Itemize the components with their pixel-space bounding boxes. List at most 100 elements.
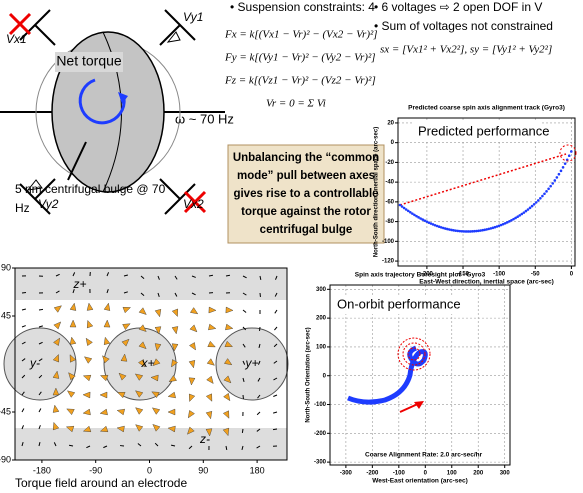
track-dot	[560, 170, 563, 173]
x-tick-label: -180	[33, 465, 51, 475]
field-arrow	[273, 429, 277, 430]
x-tick-label: 100	[447, 471, 458, 477]
field-arrow	[67, 409, 75, 415]
equation: Fx = k[(Vx1 − Vr)² − (Vx2 − Vr)²]	[224, 29, 378, 41]
field-arrow	[189, 378, 195, 385]
y-tick-label: -300	[314, 460, 327, 466]
field-arrow	[100, 392, 107, 398]
track-dot	[547, 188, 550, 191]
y-axis-label: North-South Orientation (arc-sec)	[306, 327, 312, 422]
y-tick-label: -60	[385, 199, 394, 205]
field-arrow	[168, 409, 175, 415]
x-tick-label: 0	[424, 471, 428, 477]
callout-line: Unbalancing the “common	[233, 152, 379, 164]
bulge-label: Hz	[15, 201, 30, 215]
electrode-label: Vx2	[183, 197, 204, 211]
field-arrow	[118, 392, 126, 398]
field-arrow	[87, 320, 93, 328]
voltage-bullet: • 6 voltages ⇨ 2 open DOF in V	[374, 0, 542, 14]
callout-line: gives rise to a controllable	[233, 188, 378, 200]
field-arrow	[53, 405, 59, 412]
field-arrow	[117, 409, 125, 415]
region-label: y-	[29, 356, 40, 370]
field-arrow	[273, 395, 277, 397]
field-arrow	[136, 408, 143, 415]
field-arrow	[208, 324, 215, 330]
x-tick-label: -90	[89, 465, 102, 475]
field-arrow	[243, 310, 246, 313]
field-arrow	[84, 357, 91, 364]
y-tick-label: -40	[385, 180, 394, 186]
field-arrow	[275, 310, 277, 313]
y-tick-label: -20	[385, 160, 394, 166]
track-dot	[562, 166, 565, 169]
field-arrow	[225, 324, 232, 330]
electrode-region	[104, 328, 176, 400]
region-label: z-	[199, 432, 210, 446]
plot-title: Predicted coarse spin axis alignment tra…	[408, 105, 565, 112]
field-arrow	[152, 408, 159, 415]
bulge-label: 5 nm centrifugal bulge @ 70	[15, 182, 166, 196]
y-tick-label: -100	[314, 402, 327, 408]
track-dot	[541, 195, 544, 198]
track-dot	[525, 210, 528, 213]
y-tick-label: 90	[1, 262, 11, 272]
field-arrow	[104, 337, 110, 345]
field-arrow	[104, 303, 110, 310]
electrode-label: Vx1	[6, 32, 27, 46]
field-arrow	[172, 309, 178, 317]
slide: Vx1 Vy1 Vy2 Vx2 Net torque ω ~ 70 Hz 5 n…	[0, 0, 583, 493]
y-tick-label: -100	[382, 239, 395, 245]
y-tick-label: 100	[316, 344, 327, 350]
track-dot	[554, 179, 557, 182]
electrode-label: Vy1	[183, 10, 203, 24]
note: Coarse Alignment Rate: 2.0 arc-sec/hr	[365, 452, 483, 459]
plot-frame	[398, 118, 575, 266]
x-tick-label: -100	[493, 272, 506, 278]
field-arrow	[224, 393, 230, 400]
track-dot	[545, 190, 548, 193]
field-arrow	[100, 409, 107, 415]
field-arrow	[139, 308, 146, 315]
rotor-diagram: Vx1 Vy1 Vy2 Vx2 Net torque ω ~ 70 Hz 5 n…	[0, 10, 234, 215]
callout-line: torque against the rotor	[241, 206, 371, 218]
track-dot	[564, 162, 567, 165]
electrode-label: Vy2	[38, 197, 59, 211]
track-dot	[543, 192, 546, 195]
field-arrow	[39, 408, 41, 412]
caption: Torque field around an electrode	[15, 476, 187, 490]
field-arrow	[83, 375, 91, 381]
field-arrow	[22, 326, 26, 327]
track-dot	[533, 203, 536, 206]
field-arrow	[188, 410, 194, 418]
field-arrow	[242, 429, 243, 433]
field-arrow	[22, 292, 26, 293]
track-dot	[537, 199, 540, 202]
constraints-heading: • Suspension constraints: 4	[230, 0, 375, 14]
track-dot	[399, 204, 402, 207]
track-dot	[570, 150, 573, 153]
field-arrow	[155, 309, 161, 317]
field-arrow	[83, 409, 90, 415]
y-tick-label: -80	[385, 219, 394, 225]
field-arrow	[257, 412, 260, 415]
x-tick-label: -300	[340, 471, 353, 477]
field-arrow	[206, 394, 212, 402]
field-arrow	[273, 412, 277, 413]
field-arrow	[190, 325, 197, 332]
x-tick-label: 0	[147, 465, 152, 475]
y-tick-label: 45	[1, 310, 11, 320]
y-tick-label: -90	[0, 454, 11, 464]
target-circle	[560, 145, 576, 161]
field-arrow	[190, 308, 197, 314]
field-arrow	[39, 309, 43, 310]
equation: Vr = 0 = Σ Vi	[266, 98, 326, 110]
field-arrow	[223, 411, 229, 419]
omega-label: ω ~ 70 Hz	[175, 111, 234, 126]
field-arrow	[189, 360, 195, 368]
field-arrow	[86, 338, 92, 345]
y-tick-label: -120	[382, 259, 395, 265]
track-dot	[558, 173, 561, 176]
track-dot	[556, 176, 559, 179]
track-dot	[523, 211, 526, 214]
